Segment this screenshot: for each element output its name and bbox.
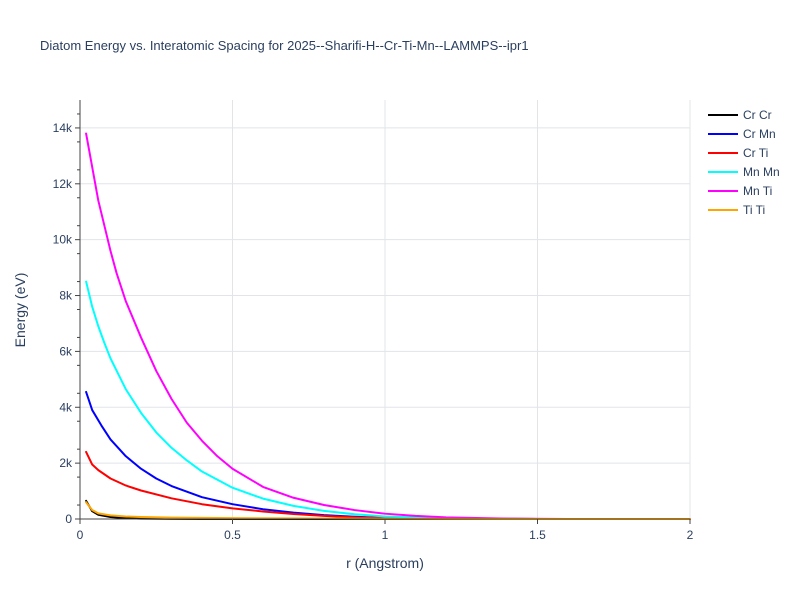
legend-label: Mn Ti — [743, 184, 772, 198]
y-axis-title: Energy (eV) — [12, 273, 28, 348]
y-tick-label: 0 — [65, 512, 72, 526]
y-tick-label: 6k — [59, 344, 73, 358]
x-tick-label: 2 — [687, 528, 694, 542]
chart-title: Diatom Energy vs. Interatomic Spacing fo… — [40, 38, 529, 53]
y-tick-label: 2k — [59, 456, 73, 470]
legend-label: Cr Ti — [743, 146, 768, 160]
x-tick-label: 0 — [77, 528, 84, 542]
y-tick-label: 4k — [59, 400, 73, 414]
y-tick-label: 12k — [53, 177, 73, 191]
grid-layer — [80, 100, 691, 519]
y-tick-label: 8k — [59, 289, 73, 303]
legend-label: Cr Mn — [743, 127, 776, 141]
series-line-mn-mn — [85, 280, 691, 520]
legend-label: Ti Ti — [743, 203, 765, 217]
x-tick-label: 1.5 — [529, 528, 546, 542]
axes-layer: 0 0.5 1 1.5 2 0 2k 4k 6k 8k 10k 12k 14k — [53, 100, 694, 542]
legend-label: Cr Cr — [743, 108, 772, 122]
legend: Cr Cr Cr Mn Cr Ti Mn Mn Mn Ti Ti Ti — [708, 108, 780, 217]
x-tick-label: 1 — [382, 528, 389, 542]
y-tick-label: 10k — [53, 233, 73, 247]
x-tick-label: 0.5 — [224, 528, 241, 542]
y-tick-label: 14k — [53, 121, 73, 135]
x-axis-title: r (Angstrom) — [346, 555, 424, 571]
series-layer — [85, 132, 691, 520]
legend-label: Mn Mn — [743, 165, 780, 179]
series-line-mn-ti — [85, 132, 691, 520]
